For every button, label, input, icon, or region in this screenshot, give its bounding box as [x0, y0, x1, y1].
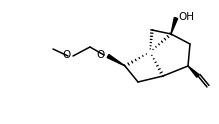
Polygon shape — [171, 17, 178, 34]
Text: O: O — [97, 50, 105, 60]
Polygon shape — [107, 54, 125, 66]
Polygon shape — [188, 66, 199, 77]
Text: OH: OH — [178, 12, 194, 22]
Text: O: O — [63, 50, 71, 60]
